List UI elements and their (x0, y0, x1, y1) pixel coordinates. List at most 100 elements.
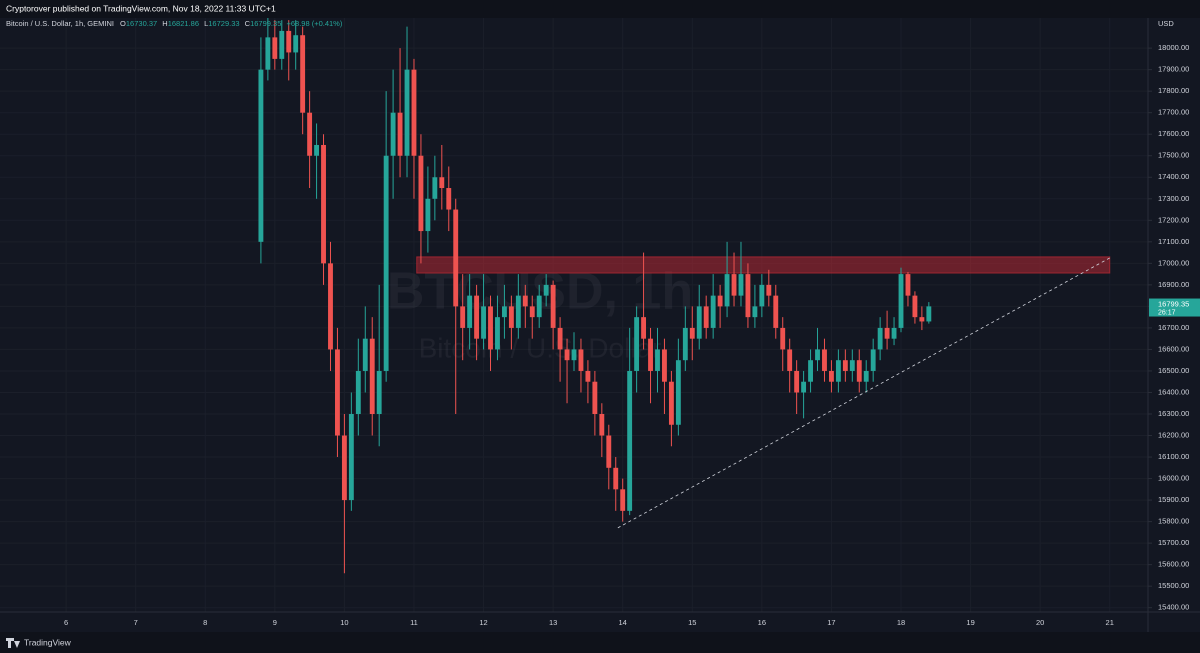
y-tick-label: 15600.00 (1158, 560, 1189, 569)
candle-body (557, 327, 563, 350)
watermark-name: Bitcoin / U.S. Dollar (419, 332, 662, 363)
candle-body (501, 306, 507, 318)
last-price-label: 16799.35 (1158, 300, 1189, 309)
legend-close: 16799.35 (250, 19, 281, 28)
candle-body (411, 69, 417, 156)
candle-body (822, 349, 827, 371)
candle-body (397, 112, 403, 156)
candle-body (467, 295, 473, 328)
candle-body (731, 274, 737, 296)
x-tick-label: 9 (273, 618, 277, 627)
x-tick-label: 10 (340, 618, 348, 627)
y-tick-label: 16600.00 (1158, 344, 1189, 353)
candle-body (898, 274, 904, 328)
candle-body (662, 349, 667, 382)
candle-body (522, 295, 528, 307)
candle-body (335, 349, 340, 436)
candle-body (286, 30, 292, 53)
candle-body (508, 306, 514, 328)
candle-body (620, 489, 626, 511)
x-tick-label: 12 (479, 618, 487, 627)
candle-body (328, 263, 333, 350)
x-tick-label: 20 (1036, 618, 1044, 627)
candle-body (432, 177, 438, 199)
candle-body (564, 349, 570, 361)
candle-body (926, 306, 932, 322)
candle-body (592, 381, 598, 414)
x-tick-label: 7 (134, 618, 138, 627)
x-tick-label: 14 (619, 618, 627, 627)
candle-body (828, 370, 834, 382)
candle-body (321, 144, 326, 264)
candle-body (689, 327, 695, 339)
resistance-zone (416, 256, 1111, 274)
legend-low: 16729.33 (208, 19, 239, 28)
candle-body (842, 360, 848, 371)
candle-body (369, 338, 375, 414)
candle-body (314, 144, 320, 156)
candle-body (550, 284, 556, 328)
candle-body (863, 370, 869, 382)
candle-body (891, 327, 897, 339)
candle-body (578, 349, 584, 371)
y-tick-label: 17000.00 (1158, 258, 1189, 267)
y-tick-label: 17500.00 (1158, 151, 1189, 160)
y-tick-label: 17200.00 (1158, 215, 1189, 224)
y-tick-label: 15400.00 (1158, 603, 1189, 612)
candle-body (703, 306, 709, 328)
x-tick-label: 15 (688, 618, 696, 627)
candle-body (495, 317, 500, 350)
candle-body (668, 381, 674, 425)
plot-layer (258, 18, 1111, 574)
candle-body (710, 295, 716, 328)
candle-body (856, 360, 862, 382)
candle-body (752, 306, 758, 318)
candle-body (599, 414, 605, 436)
candle-body (870, 349, 876, 371)
x-tick-label: 16 (758, 618, 766, 627)
footer-text: TradingView (24, 637, 72, 647)
y-tick-label: 17700.00 (1158, 108, 1189, 117)
y-tick-label: 16200.00 (1158, 431, 1189, 440)
y-tick-label: 17400.00 (1158, 172, 1189, 181)
candle-body (773, 295, 779, 328)
candle-body (355, 370, 361, 414)
y-tick-label: 15500.00 (1158, 581, 1189, 590)
candle-body (738, 274, 744, 296)
candle-body (571, 349, 577, 361)
legend-close-label: C (245, 19, 251, 28)
candle-body (815, 349, 820, 361)
x-tick-label: 11 (410, 618, 418, 627)
legend-change: +68.98 (+0.41%) (286, 19, 342, 28)
legend-low-label: L (204, 19, 208, 28)
candle-body (675, 360, 681, 425)
candle-body (293, 35, 299, 53)
candle-body (272, 37, 278, 59)
candle-body (606, 435, 612, 468)
axis-layer: 15400.00 15500.00 15600.00 15700.00 15800.00… (64, 43, 1200, 627)
legend-high: 16821.86 (168, 19, 199, 28)
candle-body (348, 414, 354, 501)
header-bar (0, 0, 1200, 18)
candle-body (794, 370, 800, 393)
candle-body (460, 306, 466, 328)
y-tick-label: 18000.00 (1158, 43, 1189, 52)
legend-high-label: H (162, 19, 167, 28)
y-tick-label: 16100.00 (1158, 452, 1189, 461)
legend-symbol: Bitcoin / U.S. Dollar, 1h, GEMINI (6, 19, 114, 28)
candle-body (835, 360, 841, 382)
candle-body (696, 306, 702, 339)
x-tick-label: 8 (203, 618, 207, 627)
y-tick-label: 15900.00 (1158, 495, 1189, 504)
candle-body (418, 155, 424, 232)
candle-body (808, 360, 813, 382)
candle-body (279, 30, 285, 59)
y-tick-label: 16000.00 (1158, 474, 1189, 483)
x-tick-label: 21 (1106, 618, 1114, 627)
candle-body (453, 209, 459, 307)
candle-body (648, 338, 653, 371)
legend-open-label: O (120, 19, 126, 28)
candle-body (919, 317, 925, 322)
candle-body (425, 198, 431, 232)
